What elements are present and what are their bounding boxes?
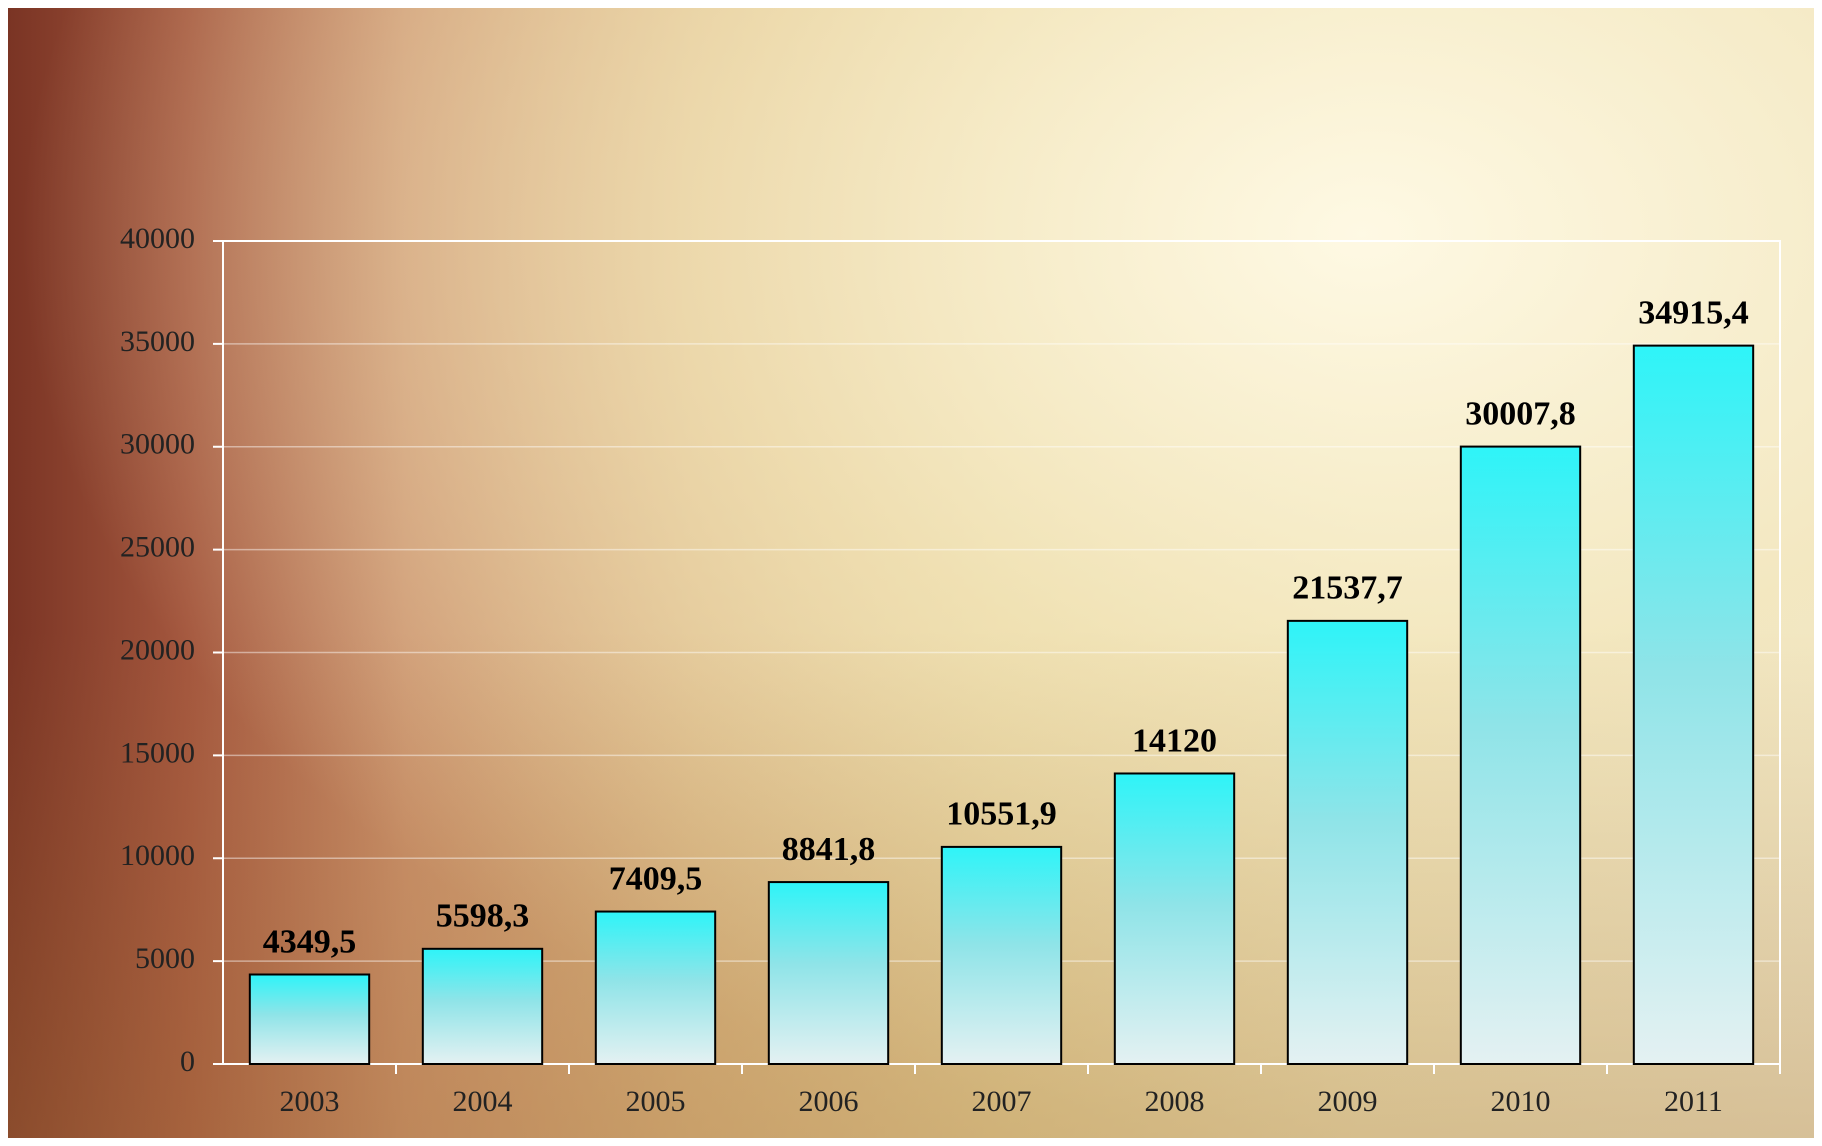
bar <box>1632 344 1755 1065</box>
y-tick-label: 5000 <box>135 942 195 975</box>
value-label: 30007,8 <box>1465 395 1576 432</box>
y-tick-label: 35000 <box>120 325 195 358</box>
x-tick-label: 2011 <box>1664 1085 1723 1118</box>
bar <box>248 973 371 1065</box>
value-label: 7409,5 <box>609 860 703 897</box>
x-tick-label: 2009 <box>1318 1085 1378 1118</box>
value-label: 5598,3 <box>436 898 530 935</box>
value-label: 34915,4 <box>1638 294 1749 331</box>
value-label: 4349,5 <box>263 923 357 960</box>
y-tick-label: 25000 <box>120 531 195 564</box>
bar <box>940 845 1063 1065</box>
value-label: 8841,8 <box>782 831 876 868</box>
y-tick-label: 10000 <box>120 839 195 872</box>
x-tick-label: 2005 <box>626 1085 686 1118</box>
bar <box>767 881 890 1065</box>
x-tick-label: 2003 <box>280 1085 340 1118</box>
bar <box>1286 619 1409 1065</box>
y-tick-label: 0 <box>180 1045 195 1078</box>
bar <box>421 947 544 1066</box>
y-tick-label: 20000 <box>120 633 195 666</box>
y-tick-label: 30000 <box>120 428 195 461</box>
value-label: 10551,9 <box>946 796 1057 833</box>
x-tick-label: 2007 <box>972 1085 1032 1118</box>
y-tick-label: 15000 <box>120 736 195 769</box>
bar <box>1459 445 1582 1065</box>
value-label: 21537,7 <box>1292 570 1403 607</box>
x-tick-label: 2006 <box>799 1085 859 1118</box>
bar <box>594 910 717 1066</box>
value-label: 14120 <box>1132 722 1217 759</box>
x-tick-label: 2008 <box>1145 1085 1205 1118</box>
x-tick-label: 2004 <box>453 1085 513 1118</box>
x-tick-label: 2010 <box>1491 1085 1551 1118</box>
y-tick-label: 40000 <box>120 222 195 255</box>
bar <box>1113 772 1236 1066</box>
